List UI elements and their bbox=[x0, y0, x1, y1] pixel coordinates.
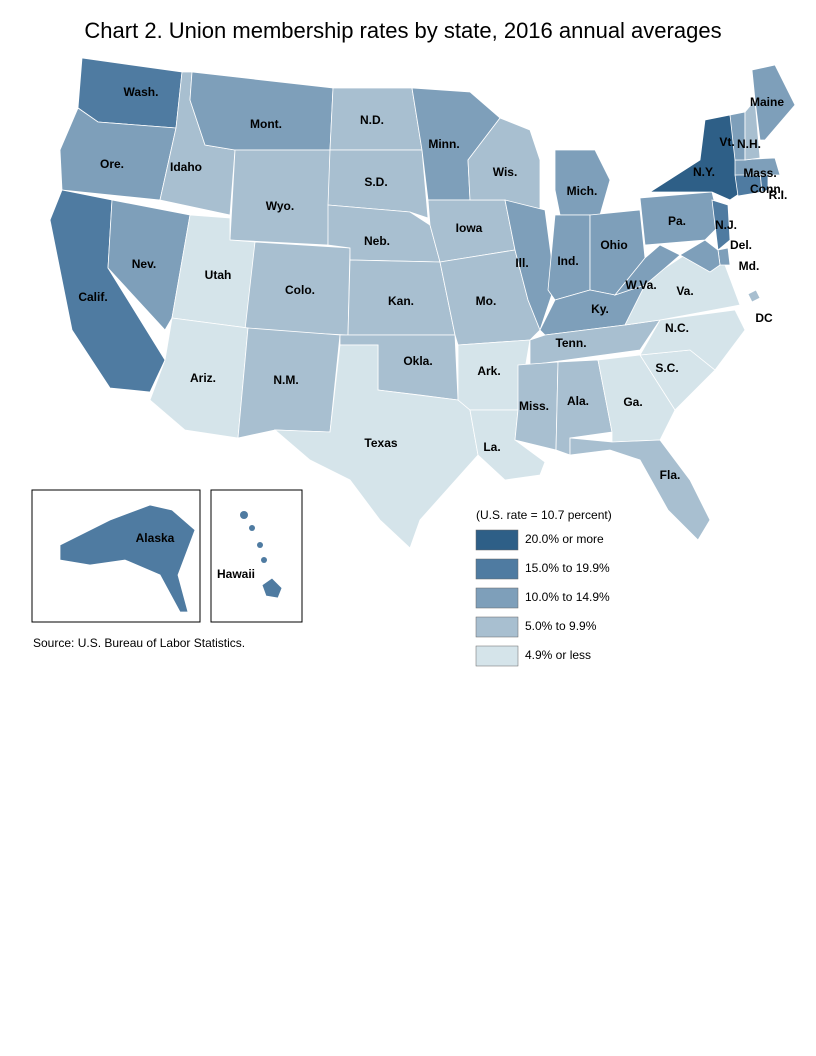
state-label: Kan. bbox=[388, 294, 414, 308]
state-shape bbox=[679, 239, 721, 273]
state-label: N.D. bbox=[360, 113, 384, 127]
state-label: Alaska bbox=[136, 531, 175, 545]
legend-label: 20.0% or more bbox=[525, 532, 604, 546]
state-label: Ark. bbox=[477, 364, 500, 378]
state-shape bbox=[189, 71, 334, 151]
state-label: Ky. bbox=[591, 302, 609, 316]
state-label: Mo. bbox=[476, 294, 497, 308]
island bbox=[249, 525, 255, 531]
state-label: Conn. bbox=[750, 182, 784, 196]
us-map bbox=[49, 57, 796, 613]
island bbox=[261, 557, 267, 563]
legend-label: 15.0% to 19.9% bbox=[525, 561, 610, 575]
legend-title: (U.S. rate = 10.7 percent) bbox=[476, 508, 612, 522]
state-label: Nev. bbox=[132, 257, 156, 271]
state-labels: Wash. Ore. Calif. Nev. Idaho Mont. Wyo. Utah Col… bbox=[78, 85, 787, 581]
state-shape bbox=[327, 149, 429, 219]
state-label: Neb. bbox=[364, 234, 390, 248]
state-label: DC bbox=[755, 311, 773, 325]
state-label: Ind. bbox=[557, 254, 578, 268]
state-shape bbox=[744, 98, 761, 161]
island bbox=[257, 542, 263, 548]
state-shape bbox=[467, 117, 541, 216]
state-label: Mich. bbox=[567, 184, 598, 198]
state-label: Mont. bbox=[250, 117, 282, 131]
state-label: Colo. bbox=[285, 283, 315, 297]
legend-label: 5.0% to 9.9% bbox=[525, 619, 597, 633]
state-label: Wyo. bbox=[266, 199, 294, 213]
state-label: Vt. bbox=[719, 135, 734, 149]
legend: 20.0% or more 15.0% to 19.9% 10.0% to 14.9… bbox=[475, 529, 610, 667]
state-label: Fla. bbox=[660, 468, 681, 482]
state-label: N.C. bbox=[665, 321, 689, 335]
state-label: N.J. bbox=[715, 218, 737, 232]
state-shape bbox=[639, 309, 746, 371]
state-shape bbox=[648, 114, 746, 201]
state-label: Ala. bbox=[567, 394, 589, 408]
state-shape bbox=[514, 361, 559, 451]
state-label: Utah bbox=[205, 268, 232, 282]
state-shape bbox=[747, 289, 761, 303]
state-label: S.C. bbox=[655, 361, 678, 375]
state-label: S.D. bbox=[364, 175, 387, 189]
state-label: Miss. bbox=[519, 399, 549, 413]
state-label: N.M. bbox=[273, 373, 298, 387]
state-label: Okla. bbox=[403, 354, 432, 368]
state-shape bbox=[639, 191, 721, 246]
island bbox=[240, 511, 248, 519]
state-shape bbox=[734, 157, 781, 176]
state-label: R.I. bbox=[769, 188, 788, 202]
state-label: W.Va. bbox=[625, 278, 656, 292]
state-shape bbox=[261, 577, 283, 599]
state-label: Tenn. bbox=[555, 336, 586, 350]
legend-swatch bbox=[475, 645, 519, 667]
state-label: Wis. bbox=[493, 165, 518, 179]
alaska-inset bbox=[31, 489, 201, 623]
state-shape bbox=[107, 199, 191, 331]
state-shape bbox=[273, 344, 479, 549]
state-label: Ariz. bbox=[190, 371, 216, 385]
state-shape bbox=[229, 149, 331, 246]
state-label: N.H. bbox=[737, 137, 761, 151]
state-label: La. bbox=[483, 440, 500, 454]
state-label: Maine bbox=[750, 95, 784, 109]
state-label: Idaho bbox=[170, 160, 202, 174]
state-shape bbox=[59, 504, 196, 613]
legend-label: 10.0% to 14.9% bbox=[525, 590, 610, 604]
state-label: Hawaii bbox=[217, 567, 255, 581]
title: Chart 2. Union membership rates by state… bbox=[84, 18, 721, 43]
state-label: Ohio bbox=[600, 238, 627, 252]
legend-swatch bbox=[475, 587, 519, 609]
state-label: Texas bbox=[364, 436, 397, 450]
state-shape bbox=[711, 199, 731, 251]
legend-swatch bbox=[475, 616, 519, 638]
state-label: Del. bbox=[730, 238, 752, 252]
state-label: Wash. bbox=[124, 85, 159, 99]
state-label: Ga. bbox=[623, 395, 642, 409]
state-label: N.Y. bbox=[693, 165, 715, 179]
state-label: Mass. bbox=[743, 166, 776, 180]
state-label: Pa. bbox=[668, 214, 686, 228]
state-shape bbox=[569, 437, 711, 541]
state-shape bbox=[751, 64, 796, 141]
state-label: Md. bbox=[739, 259, 760, 273]
source: Source: U.S. Bureau of Labor Statistics. bbox=[33, 636, 245, 650]
state-label: Iowa bbox=[456, 221, 483, 235]
state-label: Minn. bbox=[428, 137, 459, 151]
state-label: Ore. bbox=[100, 157, 124, 171]
state-label: Ill. bbox=[515, 256, 528, 270]
hawaii-inset bbox=[210, 489, 303, 623]
legend-swatch bbox=[475, 558, 519, 580]
legend-label: 4.9% or less bbox=[525, 648, 591, 662]
state-label: Calif. bbox=[78, 290, 107, 304]
legend-swatch bbox=[475, 529, 519, 551]
state-shape bbox=[554, 149, 611, 216]
state-label: Va. bbox=[676, 284, 693, 298]
